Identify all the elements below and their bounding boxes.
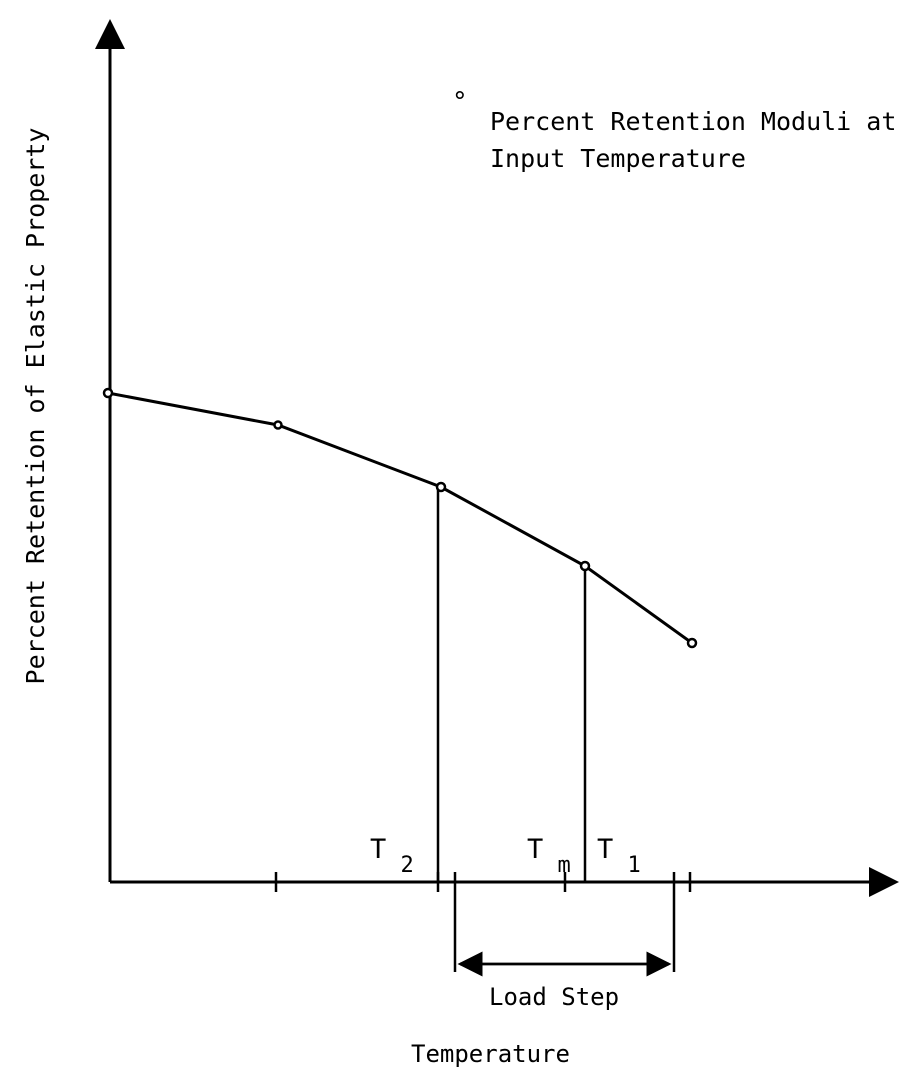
x-axis-label: Temperature [411,1040,570,1068]
legend-line-1: Percent Retention Moduli at [490,107,896,136]
y-axis-label: Percent Retention of Elastic Property [21,128,50,685]
data-point-marker [273,420,283,430]
tm-label: T m [527,834,571,878]
legend-line-2: Input Temperature [490,144,746,173]
retention-curve [107,391,693,645]
t1-label: T 1 [597,834,641,878]
data-point-marker [579,560,591,572]
legend-marker-icon: ° [452,87,468,117]
data-point-marker [435,481,447,493]
t2-label: T 2 [370,834,414,878]
load-step-label: Load Step [489,983,619,1011]
data-point-marker [102,387,114,399]
data-point-marker [686,637,698,649]
